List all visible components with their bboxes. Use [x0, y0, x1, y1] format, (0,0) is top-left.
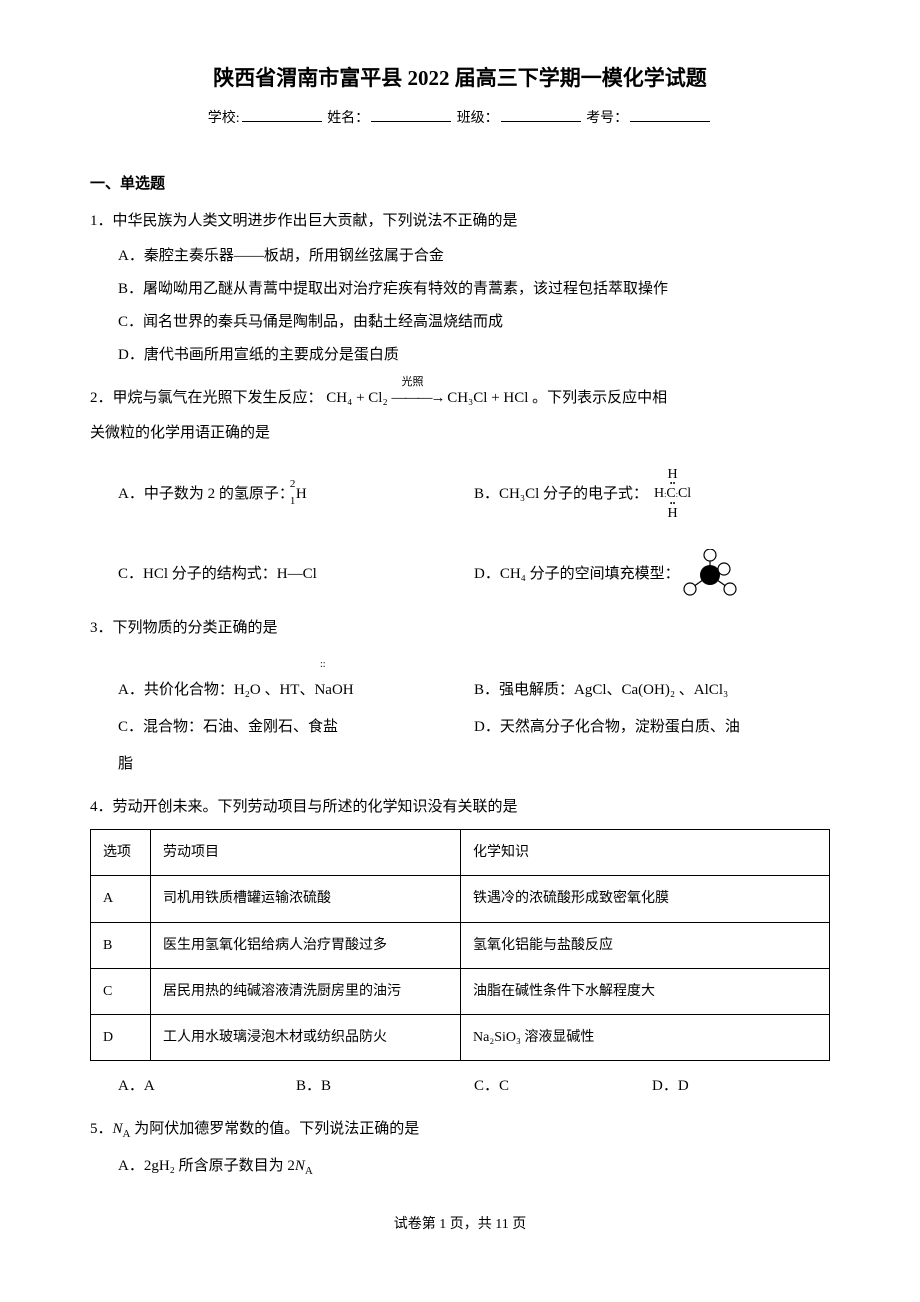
q3-opt-b: B．强电解质：AgCl、Ca(OH)₂ 、AlCl₃	[474, 677, 830, 704]
q5-stem: 5．NA 为阿伏加德罗常数的值。下列说法正确的是	[90, 1116, 830, 1145]
class-blank	[501, 108, 581, 122]
arrow-label: 光照	[401, 373, 423, 393]
page-footer: 试卷第 1 页，共 11 页	[90, 1212, 830, 1237]
q2b-right: Cl	[678, 486, 691, 501]
cell: 司机用铁质槽罐运输浓硫酸	[151, 876, 461, 922]
q3-opt-d: D．天然高分子化合物，淀粉蛋白质、油	[474, 714, 830, 741]
cell: 工人用水玻璃浸泡木材或纺织品防火	[151, 1014, 461, 1060]
class-label: 班级：	[457, 111, 499, 126]
cell: 居民用热的纯碱溶液清洗厨房里的油污	[151, 968, 461, 1014]
school-label: 学校:	[208, 111, 240, 126]
question-3: 3．下列物质的分类正确的是 :: A．共价化合物：H₂O 、HT、NaOH B．…	[90, 615, 830, 778]
q5-pre: 5．	[90, 1121, 113, 1137]
q3-stem: 3．下列物质的分类正确的是	[90, 615, 830, 642]
question-2: 2．甲烷与氯气在光照下发生反应： CH₄ + Cl₂ 光照 ———→ CH₃Cl…	[90, 385, 830, 599]
examno-blank	[630, 108, 710, 122]
name-blank	[371, 108, 451, 122]
table-row: D 工人用水玻璃浸泡木材或纺织品防火 Na₂SiO₃ 溶液显碱性	[91, 1014, 830, 1060]
q3-opt-d-line2: 脂	[118, 751, 830, 778]
q4-ans-d: D．D	[652, 1073, 830, 1100]
q1-opt-a: A．秦腔主奏乐器——板胡，所用钢丝弦属于合金	[118, 243, 830, 270]
cell: B	[91, 922, 151, 968]
table-row: B 医生用氢氧化铝给病人治疗胃酸过多 氢氧化铝能与盐酸反应	[91, 922, 830, 968]
section-heading: 一、单选题	[90, 171, 830, 198]
question-1: 1．中华民族为人类文明进步作出巨大贡献，下列说法不正确的是 A．秦腔主奏乐器——…	[90, 208, 830, 369]
q4-answers: A．A B．B C．C D．D	[90, 1073, 830, 1100]
q5-post: 为阿伏加德罗常数的值。下列说法正确的是	[130, 1121, 419, 1137]
school-blank	[242, 108, 322, 122]
reaction-arrow: 光照 ———→	[391, 385, 443, 412]
tetrahedral-model-icon	[680, 549, 740, 599]
cell: A	[91, 876, 151, 922]
q4-stem: 4．劳动开创未来。下列劳动项目与所述的化学知识没有关联的是	[90, 794, 830, 821]
student-info-line: 学校: 姓名： 班级： 考号：	[90, 106, 830, 131]
q5-opt-a: A．2gH₂ 所含原子数目为 2NA	[118, 1153, 830, 1182]
cell: 氢氧化铝能与盐酸反应	[461, 922, 830, 968]
q1-opt-c: C．闻名世界的秦兵马俑是陶制品，由黏土经高温烧结而成	[118, 309, 830, 336]
cell: C	[91, 968, 151, 1014]
th-option: 选项	[91, 830, 151, 876]
q2-opt-a: A．中子数为 2 的氢原子： 2 1 H	[118, 467, 474, 521]
q4-ans-b: B．B	[296, 1073, 474, 1100]
name-label: 姓名：	[327, 111, 369, 126]
q2b-left: H	[654, 486, 664, 501]
cell: Na₂SiO₃ 溶液显碱性	[461, 1014, 830, 1060]
q2-opt-b: B．CH₃Cl 分子的电子式： H •• H:C:Cl •• H	[474, 467, 830, 521]
q4-ans-a: A．A	[118, 1073, 296, 1100]
q5-opta-pre: A．2gH₂ 所含原子数目为 2	[118, 1158, 295, 1174]
q5-opta-na: N	[295, 1158, 305, 1174]
q2b-bottom: H	[654, 506, 691, 521]
table-row: C 居民用热的纯碱溶液清洗厨房里的油污 油脂在碱性条件下水解程度大	[91, 968, 830, 1014]
q2-opt-c: C．HCl 分子的结构式：H—Cl	[118, 549, 474, 599]
question-4: 4．劳动开创未来。下列劳动项目与所述的化学知识没有关联的是 选项 劳动项目 化学…	[90, 794, 830, 1100]
q2-opta-main: H	[296, 486, 307, 502]
cell: 医生用氢氧化铝给病人治疗胃酸过多	[151, 922, 461, 968]
q2-opta-label: A．中子数为 2 的氢原子：	[118, 481, 294, 508]
q2-opta-sub: 1	[290, 492, 296, 512]
table-row: A 司机用铁质槽罐运输浓硫酸 铁遇冷的浓硫酸形成致密氧化膜	[91, 876, 830, 922]
cell: 油脂在碱性条件下水解程度大	[461, 968, 830, 1014]
q2-reaction-left: CH₄ + Cl₂	[326, 390, 387, 406]
q2-reaction-right: CH₃Cl + HCl	[447, 390, 528, 406]
q4-ans-c: C．C	[474, 1073, 652, 1100]
q3-opt-c: C．混合物：石油、金刚石、食盐	[118, 714, 474, 741]
q1-stem: 1．中华民族为人类文明进步作出巨大贡献，下列说法不正确的是	[90, 208, 830, 235]
q2-opt-d: D．CH₄ 分子的空间填充模型：	[474, 549, 830, 599]
q4-table: 选项 劳动项目 化学知识 A 司机用铁质槽罐运输浓硫酸 铁遇冷的浓硫酸形成致密氧…	[90, 829, 830, 1061]
q2-stem-pre: 2．甲烷与氯气在光照下发生反应：	[90, 390, 323, 406]
q2-optd-label: D．CH₄ 分子的空间填充模型：	[474, 561, 680, 588]
q5-opta-a: A	[305, 1165, 313, 1177]
q2-optc-label: C．HCl 分子的结构式：H—Cl	[118, 561, 317, 588]
q2-stem: 2．甲烷与氯气在光照下发生反应： CH₄ + Cl₂ 光照 ———→ CH₃Cl…	[90, 385, 830, 412]
cell: 铁遇冷的浓硫酸形成致密氧化膜	[461, 876, 830, 922]
q1-opt-b: B．屠呦呦用乙醚从青蒿中提取出对治疗疟疾有特效的青蒿素，该过程包括萃取操作	[118, 276, 830, 303]
table-row: 选项 劳动项目 化学知识	[91, 830, 830, 876]
th-knowledge: 化学知识	[461, 830, 830, 876]
th-project: 劳动项目	[151, 830, 461, 876]
q2-stem-post: 。下列表示反应中相	[532, 390, 667, 406]
q1-opt-d: D．唐代书画所用宣纸的主要成分是蛋白质	[118, 342, 830, 369]
page-title: 陕西省渭南市富平县 2022 届高三下学期一模化学试题	[90, 60, 830, 98]
question-5: 5．NA 为阿伏加德罗常数的值。下列说法正确的是 A．2gH₂ 所含原子数目为 …	[90, 1116, 830, 1182]
cell: D	[91, 1014, 151, 1060]
q2-stem-line2: 关微粒的化学用语正确的是	[90, 420, 830, 447]
examno-label: 考号：	[586, 111, 628, 126]
q5-na: N	[113, 1121, 123, 1137]
q3-opt-a: A．共价化合物：H₂O 、HT、NaOH	[118, 677, 474, 704]
misc-marker: ::	[320, 659, 326, 670]
q2-optb-label: B．CH₃Cl 分子的电子式：	[474, 481, 648, 508]
